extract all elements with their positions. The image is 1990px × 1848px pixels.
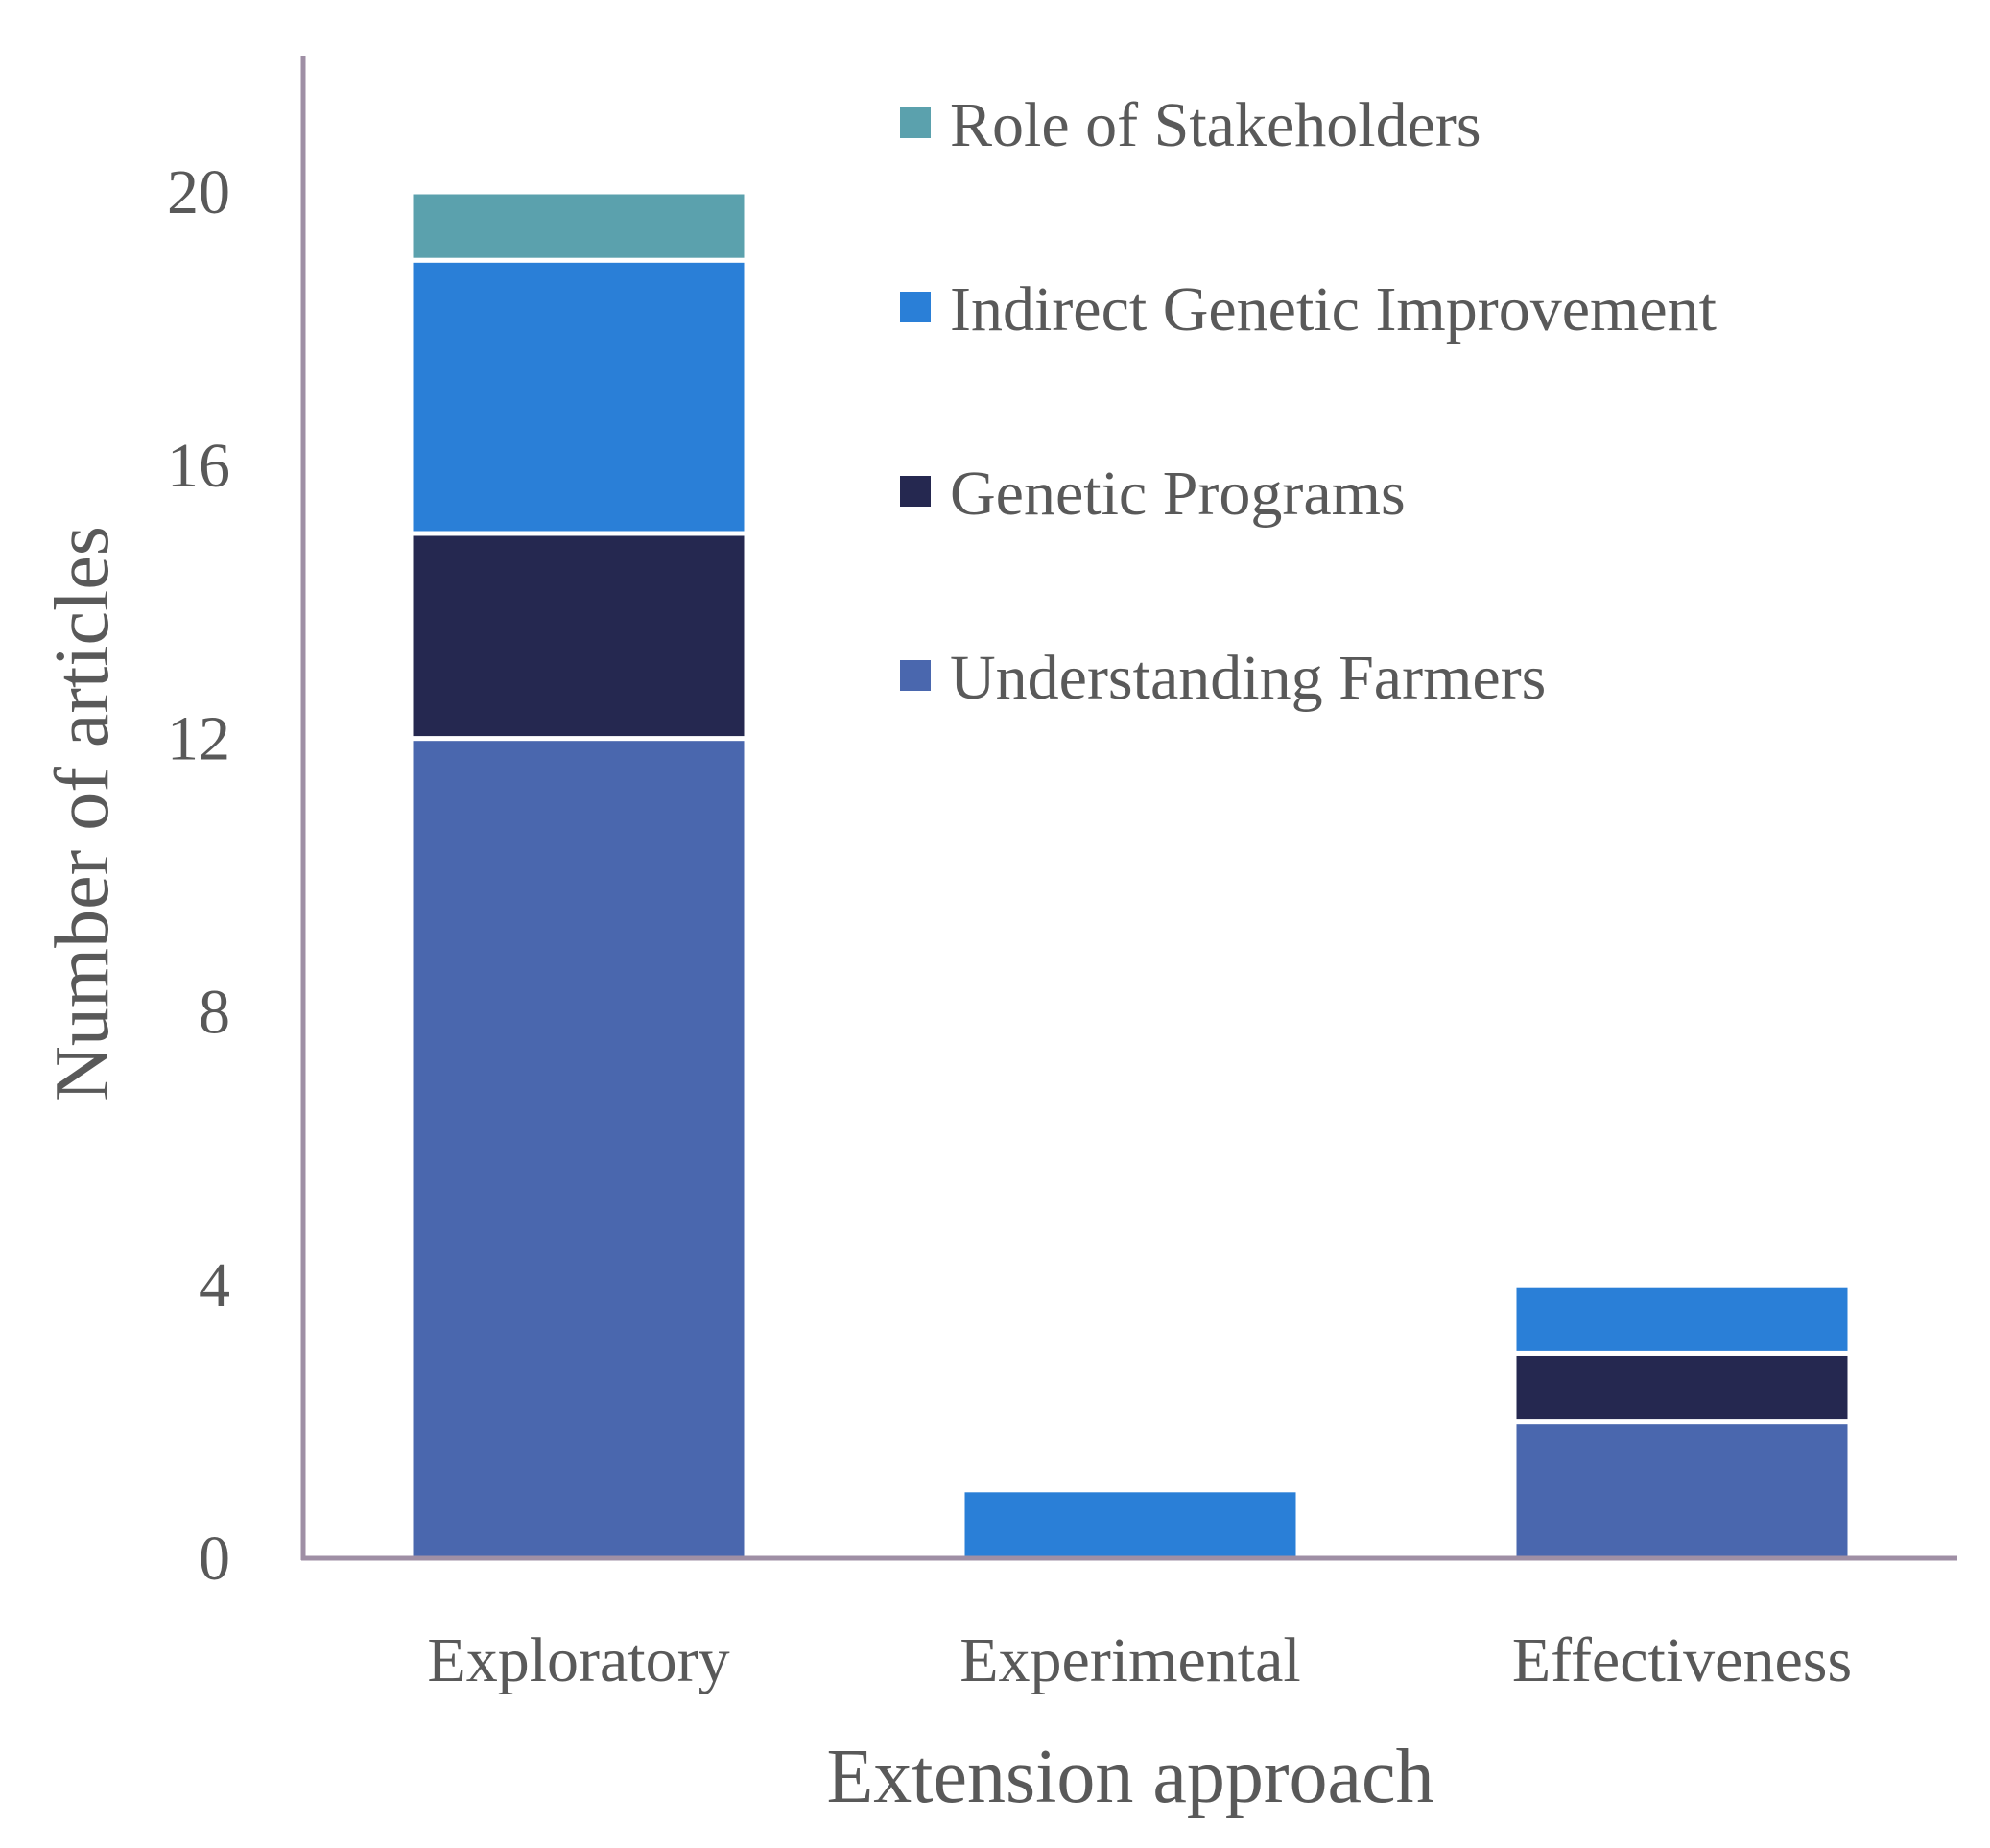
bar-segment-effectiveness-indirect-genetic-improvement — [1511, 1282, 1853, 1356]
y-tick-labels: 0 4 8 12 16 20 — [167, 157, 230, 1594]
x-category-label-experimental: Experimental — [959, 1625, 1301, 1695]
y-tick-label-4: 4 — [199, 1250, 230, 1320]
y-axis-title: Number of articles — [40, 526, 125, 1102]
bar-segment-exploratory-role-of-stakeholders — [408, 189, 749, 263]
x-category-label-exploratory: Exploratory — [427, 1625, 729, 1695]
y-tick-label-0: 0 — [199, 1524, 230, 1594]
x-category-labels: Exploratory Experimental Effectiveness — [427, 1625, 1852, 1695]
legend-swatch-indirect-genetic-improvement — [900, 292, 931, 322]
legend-label-role-of-stakeholders: Role of Stakeholders — [950, 90, 1481, 160]
y-tick-label-16: 16 — [167, 431, 230, 501]
legend-swatch-role-of-stakeholders — [900, 107, 931, 138]
y-tick-label-8: 8 — [199, 977, 230, 1047]
x-axis-title: Extension approach — [826, 1735, 1433, 1819]
legend: Role of Stakeholders Indirect Genetic Imp… — [900, 90, 1717, 713]
axes-layer — [300, 56, 1957, 1561]
legend-swatch-genetic-programs — [900, 476, 931, 507]
legend-label-genetic-programs: Genetic Programs — [950, 459, 1406, 529]
bar-segment-effectiveness-understanding-farmers — [1511, 1419, 1853, 1561]
bar-segment-exploratory-genetic-programs — [408, 531, 749, 742]
bar-segment-experimental-indirect-genetic-improvement — [959, 1487, 1301, 1561]
bar-segment-effectiveness-genetic-programs — [1511, 1350, 1853, 1425]
bar-segment-exploratory-indirect-genetic-improvement — [408, 257, 749, 536]
y-tick-label-12: 12 — [167, 704, 230, 774]
legend-swatch-understanding-farmers — [900, 660, 931, 691]
bar-segment-exploratory-understanding-farmers — [408, 736, 749, 1561]
y-tick-label-20: 20 — [167, 157, 230, 227]
legend-label-understanding-farmers: Understanding Farmers — [950, 643, 1546, 713]
x-category-label-effectiveness: Effectiveness — [1512, 1625, 1852, 1695]
legend-label-indirect-genetic-improvement: Indirect Genetic Improvement — [950, 274, 1717, 344]
bars-layer — [408, 189, 1853, 1561]
